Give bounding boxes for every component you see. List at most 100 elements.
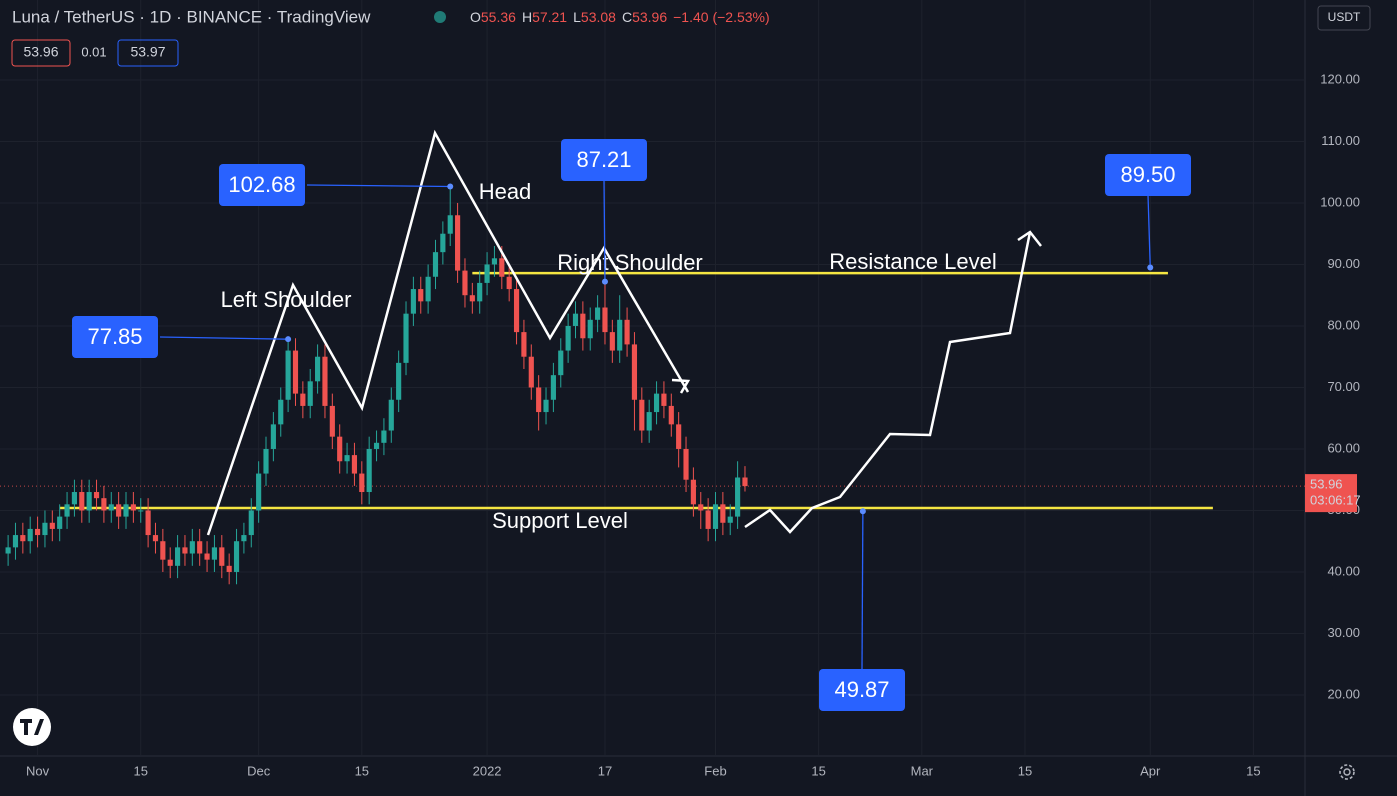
candle-body — [307, 381, 313, 406]
candle-body — [484, 264, 490, 283]
y-tick-label: 70.00 — [1327, 379, 1360, 394]
ohlc-prefix: O — [470, 9, 481, 25]
candle-body — [79, 492, 85, 511]
note-leader — [159, 336, 289, 340]
y-tick-label: 20.00 — [1327, 686, 1360, 701]
note-anchor — [447, 183, 454, 190]
candle-body — [425, 276, 431, 302]
candle-body — [565, 325, 571, 351]
candle-body — [609, 332, 615, 351]
candle-body — [403, 313, 409, 363]
candle-body — [491, 258, 498, 265]
level-label: Resistance Level — [829, 249, 997, 274]
candle-body — [241, 535, 247, 542]
candle-body — [513, 289, 520, 333]
candle-body — [145, 510, 151, 536]
candle-body — [572, 313, 579, 326]
ohlc-change: −1.40 (−2.53%) — [673, 9, 770, 25]
pattern-label: Left Shoulder — [221, 287, 352, 312]
candle-body — [587, 319, 593, 339]
candle-body — [455, 215, 461, 271]
candle-body — [639, 399, 645, 431]
x-tick-label: Dec — [247, 763, 271, 778]
settings-icon[interactable] — [1339, 764, 1355, 780]
candle-body — [735, 477, 741, 517]
candle-body — [469, 295, 475, 302]
candle-body — [248, 510, 254, 536]
candle-body — [462, 270, 468, 296]
buy-button[interactable] — [117, 39, 179, 67]
note-label: 77.85 — [87, 324, 142, 349]
candle-body — [698, 504, 704, 511]
spread: 0.01 — [81, 44, 106, 59]
price-tag-countdown: 03:06:17 — [1310, 493, 1361, 508]
candle-body — [86, 492, 92, 511]
candle-body — [550, 375, 556, 400]
y-tick-label: 30.00 — [1327, 625, 1360, 640]
ohlc-value: 55.36 — [481, 9, 516, 25]
candle-body — [337, 436, 343, 462]
candle-body — [211, 547, 218, 560]
candle-body — [631, 344, 638, 400]
candle-body — [64, 504, 70, 517]
candle-body — [653, 393, 660, 413]
candle-body — [285, 350, 291, 400]
candle-body — [499, 258, 505, 277]
price-tag — [1305, 474, 1357, 513]
candle-body — [447, 215, 453, 234]
projection-arrowhead — [1017, 230, 1042, 247]
x-tick-label: 15 — [1018, 763, 1032, 778]
note-label: 87.21 — [576, 147, 631, 172]
candle-body — [410, 289, 416, 314]
pattern-label: Head — [479, 179, 532, 204]
price-tag-value: 53.96 — [1310, 477, 1343, 492]
note-box — [219, 164, 305, 206]
candle-body — [204, 553, 210, 560]
y-tick-label: 80.00 — [1327, 317, 1360, 332]
candle-body — [683, 448, 689, 480]
currency[interactable]: USDT — [1328, 10, 1361, 24]
candle-body — [661, 393, 667, 406]
candle-body — [197, 541, 203, 554]
x-tick-label: 2022 — [473, 763, 502, 778]
candle-body — [256, 473, 262, 511]
candle-body — [20, 535, 26, 542]
x-tick-label: 15 — [355, 763, 369, 778]
candle-body — [373, 442, 380, 449]
candle-body — [226, 565, 232, 572]
pattern-arrowhead — [671, 378, 691, 394]
sell-price[interactable]: 53.96 — [23, 44, 58, 60]
buy-price[interactable]: 53.97 — [130, 44, 165, 60]
candles — [5, 186, 748, 585]
candle-body — [742, 477, 748, 487]
candle-body — [351, 455, 358, 474]
pattern-drawing — [206, 129, 690, 536]
note-anchor — [1147, 264, 1154, 271]
y-tick-label: 120.00 — [1320, 71, 1360, 86]
note-label: 49.87 — [834, 677, 889, 702]
tv-logo — [13, 708, 51, 746]
sell-button[interactable] — [11, 39, 71, 67]
candle-body — [175, 547, 181, 566]
level-label: Support Level — [492, 508, 628, 533]
currency-button[interactable] — [1317, 5, 1371, 31]
candle-body — [690, 479, 696, 505]
candle-body — [322, 356, 328, 406]
candle-body — [720, 504, 726, 523]
candle-body — [27, 528, 33, 542]
candle-body — [138, 510, 144, 512]
candle-body — [617, 319, 623, 351]
note-leader — [861, 511, 864, 671]
candle-body — [558, 350, 564, 376]
candle-body — [432, 252, 439, 277]
levels: Support Level Resistance Level — [0, 249, 1305, 533]
ohlc-value: 53.96 — [632, 9, 667, 25]
candle-body — [359, 473, 365, 493]
candle-body — [344, 455, 350, 462]
candle-body — [602, 307, 608, 333]
candle-body — [233, 541, 240, 572]
candle-body — [49, 522, 55, 529]
y-tick-label: 40.00 — [1327, 563, 1360, 578]
note-box — [561, 139, 647, 181]
